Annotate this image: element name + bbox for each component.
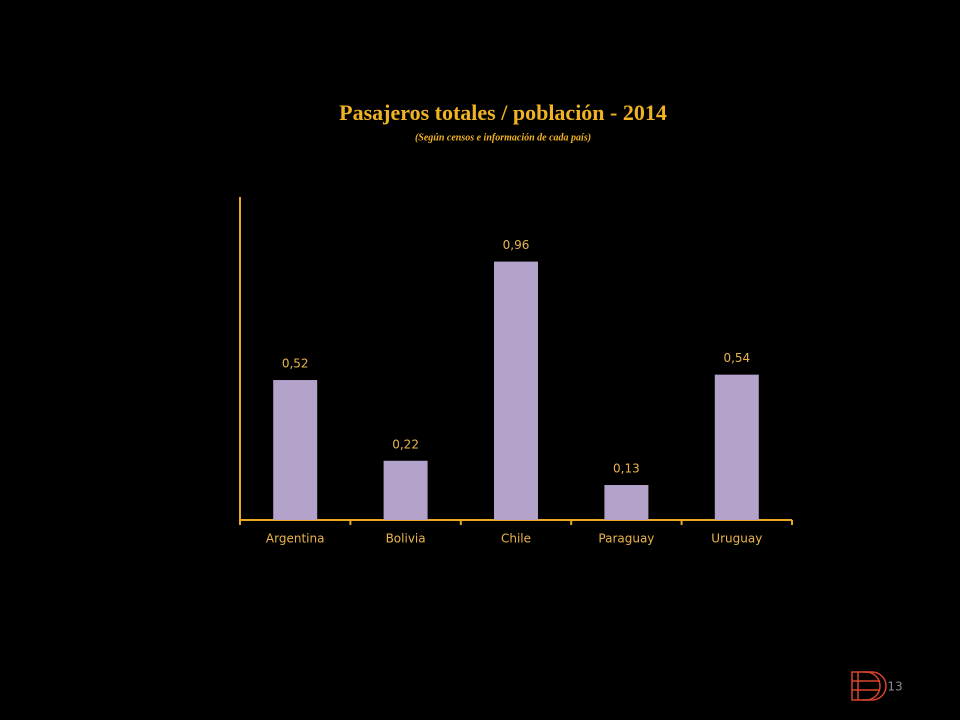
x-tick-label: Argentina: [266, 532, 325, 546]
x-tick-label: Bolivia: [386, 532, 426, 546]
value-label: 0,52: [282, 357, 309, 371]
chart-title: Pasajeros totales / población - 2014: [339, 100, 667, 125]
x-tick-label: Chile: [501, 532, 531, 546]
bar: [273, 380, 318, 520]
value-label: 0,96: [503, 238, 530, 252]
chart-subtitle: (Según censos e información de cada país…: [415, 132, 591, 143]
value-label: 0,22: [392, 437, 419, 451]
x-tick-label: Paraguay: [598, 532, 654, 546]
bar: [714, 374, 759, 520]
logo: [851, 671, 887, 701]
value-label: 0,13: [613, 462, 640, 476]
bar: [383, 460, 428, 520]
value-label: 0,54: [723, 351, 750, 365]
page-number: 13: [887, 680, 902, 694]
x-tick-label: Uruguay: [711, 532, 762, 546]
bar: [494, 261, 538, 520]
bar: [604, 485, 649, 520]
